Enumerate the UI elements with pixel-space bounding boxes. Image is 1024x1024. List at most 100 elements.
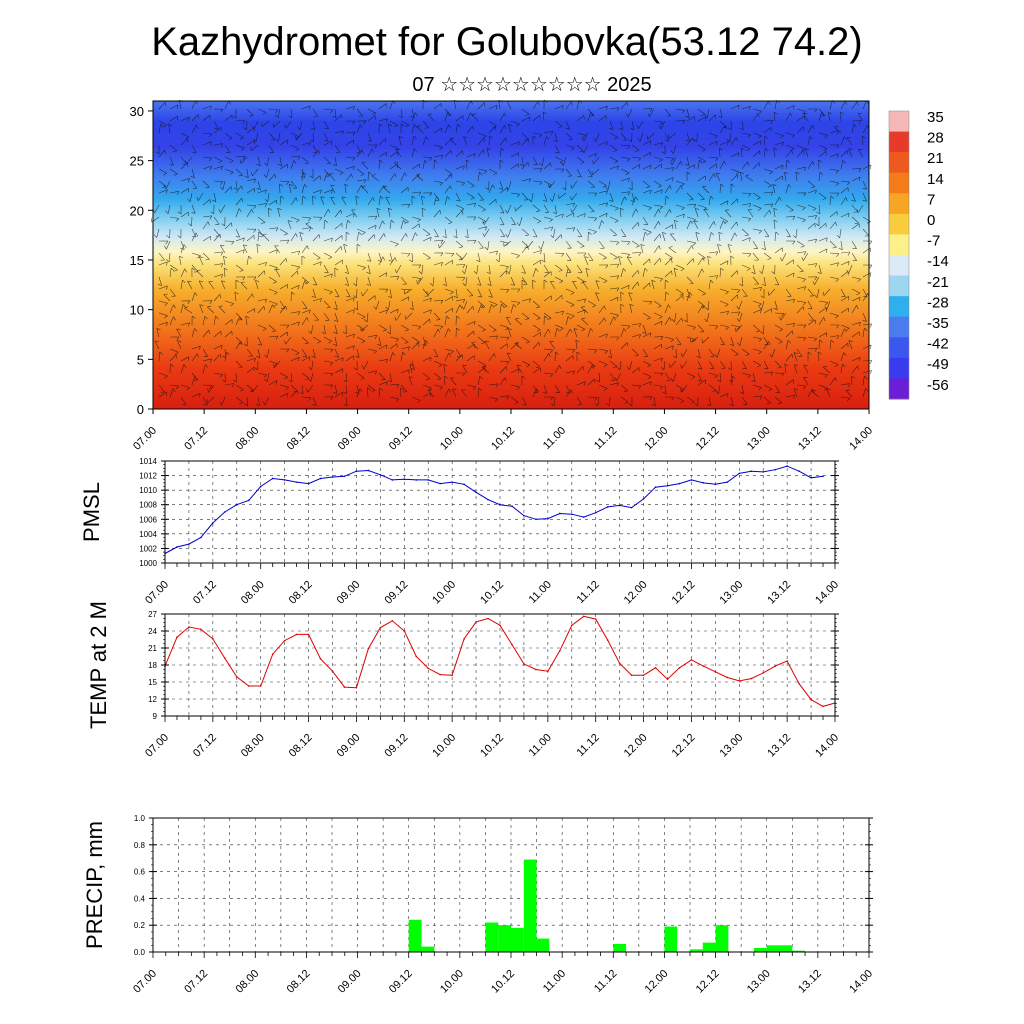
data-point	[427, 667, 430, 670]
heatmap-y-tick-label: 30	[130, 104, 144, 119]
data-point	[391, 620, 394, 622]
data-point	[391, 479, 394, 481]
colorbar: 35 28 21 14 7 0 -7 -14 -21 -28 -35 -42 -49 -56	[888, 109, 949, 400]
y-tick-label: 1004	[139, 530, 157, 539]
x-tick-label: 13.00	[717, 732, 745, 760]
y-tick-label: 1012	[139, 472, 157, 481]
data-point	[594, 618, 597, 620]
chart-title: Kazhydromet for Golubovka(53.12 74.2)	[151, 20, 863, 64]
x-tick-label: 14.00	[813, 732, 841, 760]
heatmap-x-tick-label: 07.12	[182, 425, 210, 453]
y-tick-label: 9	[153, 712, 158, 721]
x-tick-label: 14.00	[813, 579, 841, 607]
x-tick-label: 13.12	[796, 968, 824, 996]
precip-bar	[792, 950, 806, 952]
data-point	[403, 478, 406, 481]
x-tick-label: 10.00	[430, 579, 458, 607]
pmsl-panel: PMSL 1000 1002 1004 1006 1008 1010 1012 1014 07.…	[79, 457, 841, 607]
precip-bar	[702, 942, 716, 952]
colorbar-label: -42	[927, 336, 949, 353]
colorbar-label: -7	[927, 233, 940, 250]
x-tick-label: 12.00	[622, 732, 650, 760]
data-point	[810, 698, 812, 701]
data-point	[439, 482, 441, 485]
data-point	[499, 503, 501, 506]
x-tick-label: 07.12	[182, 968, 210, 996]
x-tick-label: 12.00	[643, 968, 671, 996]
heatmap-x-tick-label: 08.00	[233, 425, 261, 453]
data-point	[212, 522, 214, 524]
x-tick-label: 10.12	[478, 579, 506, 607]
data-point	[582, 516, 585, 518]
y-tick-label: 0.6	[134, 868, 146, 877]
y-tick-label: 1006	[139, 515, 157, 524]
data-point	[511, 643, 513, 646]
data-point	[523, 663, 525, 665]
temperature-2m-panel: TEMP at 2 M 9 12 15 18 21 24 27 07.00 07.12 08.00…	[86, 601, 841, 760]
data-point	[188, 626, 190, 628]
x-tick-label: 10.00	[438, 968, 466, 996]
data-point	[307, 482, 310, 485]
y-tick-label: 1.0	[134, 814, 146, 823]
data-point	[331, 670, 334, 673]
data-point	[271, 653, 274, 656]
x-tick-label: 13.12	[765, 732, 793, 760]
data-point	[702, 665, 705, 667]
heatmap-x-axis: 07.00 07.12 08.00 08.12 09.00 09.12 10.00 10.12…	[131, 409, 875, 453]
precip-bar	[690, 949, 703, 952]
data-point	[774, 665, 776, 667]
data-point	[247, 499, 250, 502]
precip-bar	[421, 946, 435, 952]
data-point	[176, 546, 178, 548]
data-point	[379, 626, 382, 629]
pmsl-axis-label: PMSL	[79, 482, 104, 542]
data-point	[762, 672, 765, 674]
data-point	[319, 477, 322, 480]
data-point	[786, 660, 788, 662]
heatmap-x-tick-label: 09.12	[387, 425, 415, 453]
data-point	[630, 674, 633, 676]
data-point	[642, 674, 645, 676]
x-tick-label: 07.12	[191, 579, 219, 607]
data-point	[283, 639, 286, 642]
data-point	[547, 670, 549, 673]
data-point	[750, 470, 753, 473]
x-tick-label: 12.12	[670, 579, 698, 607]
y-tick-label: 0.8	[134, 841, 146, 850]
colorbar-swatch	[889, 172, 909, 194]
data-point	[367, 647, 370, 650]
colorbar-swatch	[889, 213, 909, 235]
colorbar-swatch	[889, 131, 909, 153]
x-tick-label: 13.00	[745, 968, 773, 996]
x-tick-label: 08.12	[285, 968, 313, 996]
colorbar-swatch	[889, 193, 909, 215]
wind-barb-lines	[151, 99, 873, 407]
colorbar-label: 21	[927, 150, 944, 167]
colorbar-swatch	[889, 296, 909, 318]
chart-subtitle: 07 ☆☆☆☆☆☆☆☆☆ 2025	[412, 74, 651, 96]
data-point	[762, 471, 765, 473]
data-point	[714, 671, 717, 673]
data-point	[319, 657, 322, 660]
temperature-height-panel: 0 5 10 15 20 25 30 07.00 07.12 08.00 08.12 09.00 09…	[130, 99, 875, 453]
x-tick-label: 08.00	[239, 579, 267, 607]
data-point	[582, 615, 585, 618]
data-point	[343, 475, 346, 478]
heatmap-y-tick-label: 5	[137, 352, 144, 367]
precip-bar	[613, 943, 627, 952]
data-point	[822, 705, 824, 708]
heatmap-y-tick-label: 10	[130, 303, 144, 318]
precip-bar	[498, 925, 511, 952]
x-tick-label: 07.00	[143, 732, 171, 760]
colorbar-label: -14	[927, 253, 949, 270]
data-point	[666, 484, 669, 487]
precip-bar	[536, 938, 550, 952]
data-point	[295, 481, 298, 483]
data-point	[212, 638, 214, 640]
precip-bar	[664, 926, 678, 952]
data-point	[690, 659, 693, 661]
y-tick-label: 15	[148, 678, 157, 687]
x-tick-label: 09.00	[335, 579, 363, 607]
data-point	[523, 514, 525, 517]
precip-bar	[715, 925, 729, 952]
